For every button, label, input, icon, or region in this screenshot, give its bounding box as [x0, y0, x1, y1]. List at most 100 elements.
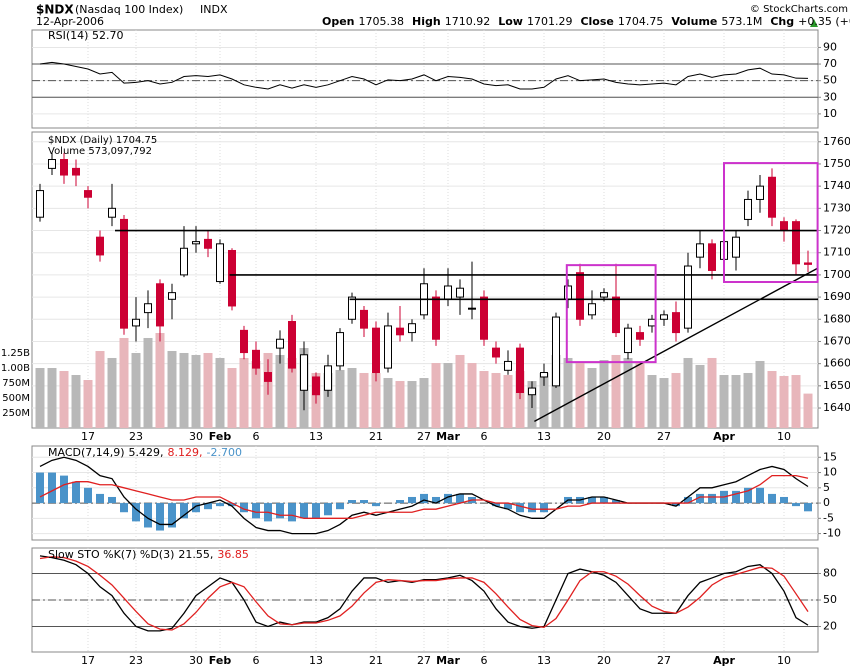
- panel-readout: 8.129,: [168, 446, 203, 459]
- volume-tick-label: 250M: [2, 408, 30, 419]
- panel-readout: 5.429,: [129, 446, 164, 459]
- series-line: [39, 556, 809, 631]
- histogram-bar: [744, 487, 752, 504]
- y-tick-label: -10: [823, 527, 841, 540]
- candle-body: [312, 376, 320, 396]
- candle-body: [324, 365, 332, 391]
- quote-label: Close: [580, 15, 613, 28]
- volume-bar: [179, 352, 189, 428]
- candle-body: [636, 332, 644, 340]
- panel-readout: -2.700: [207, 446, 242, 459]
- volume-bar: [635, 363, 645, 428]
- volume-bar: [779, 375, 789, 428]
- volume-bar: [767, 370, 777, 428]
- x-tick-label: 27: [417, 654, 431, 667]
- y-tick-label: 15: [823, 450, 837, 463]
- candle-body: [480, 296, 488, 340]
- candle-body: [564, 285, 572, 300]
- x-tick-label: 27: [417, 430, 431, 443]
- histogram-bar: [444, 493, 452, 504]
- volume-bar: [623, 357, 633, 428]
- legend-entry: Volume 573,097,792: [48, 146, 152, 157]
- histogram-bar: [804, 503, 812, 512]
- highlight-box: [723, 162, 819, 283]
- candle-body: [588, 303, 596, 316]
- y-tick-label: 1650: [823, 379, 850, 392]
- histogram-bar: [84, 487, 92, 504]
- volume-bar: [707, 357, 717, 428]
- y-tick-label: 1640: [823, 401, 850, 414]
- histogram-bar: [684, 496, 692, 504]
- x-tick-label: Feb: [209, 654, 232, 667]
- x-tick-label: 20: [597, 430, 611, 443]
- volume-bar: [575, 363, 585, 428]
- volume-bar: [467, 363, 477, 428]
- candle-body: [240, 329, 248, 354]
- volume-bar: [611, 354, 621, 428]
- trend-line: [534, 267, 818, 422]
- panel-title: Slow STO %K(7) %D(3): [48, 548, 174, 561]
- y-tick-label: 1670: [823, 334, 850, 347]
- y-tick-label: 1750: [823, 157, 850, 170]
- date: 12-Apr-2006: [36, 15, 104, 28]
- x-tick-label: 13: [537, 430, 551, 443]
- quote-value: 1710.92: [445, 15, 491, 28]
- candle-body: [264, 372, 272, 382]
- candle-body: [468, 307, 476, 310]
- x-tick-label: Feb: [209, 430, 232, 443]
- x-tick-label: 13: [537, 654, 551, 667]
- candle-body: [60, 159, 68, 176]
- series-line: [39, 474, 809, 519]
- volume-bar: [719, 375, 729, 428]
- x-tick-label: 23: [129, 430, 143, 443]
- volume-bar: [275, 354, 285, 428]
- x-tick-label: 10: [777, 654, 791, 667]
- candle-body: [756, 185, 764, 200]
- volume-bar: [455, 354, 465, 428]
- panel-frame: [31, 29, 819, 129]
- histogram-bar: [612, 500, 620, 504]
- volume-bar: [659, 378, 669, 428]
- candle-body: [456, 287, 464, 298]
- candle-body: [432, 296, 440, 340]
- histogram-bar: [588, 496, 596, 504]
- y-tick-label: 80: [823, 567, 837, 580]
- x-tick-label: 6: [253, 430, 260, 443]
- candle-body: [780, 221, 788, 232]
- volume-bar: [35, 367, 45, 428]
- candle-body: [528, 387, 536, 396]
- candle-body: [732, 236, 740, 258]
- histogram-bar: [240, 503, 248, 513]
- volume-bar: [695, 364, 705, 428]
- histogram-bar: [192, 503, 200, 513]
- exchange: INDX: [200, 3, 228, 16]
- candle-body: [108, 207, 116, 218]
- volume-bar: [215, 357, 225, 428]
- volume-bar: [239, 357, 249, 428]
- candle-body: [384, 325, 392, 369]
- histogram-bar: [408, 496, 416, 504]
- quote-value: +0.35 (+0.02%): [798, 15, 850, 28]
- volume-bar: [587, 367, 597, 428]
- y-tick-label: 1730: [823, 201, 850, 214]
- y-tick-label: 20: [823, 619, 837, 632]
- volume-bar: [71, 375, 81, 428]
- quote-value: 573.1M: [721, 15, 762, 28]
- histogram-bar: [456, 493, 464, 504]
- x-tick-label: 6: [253, 654, 260, 667]
- histogram-bar: [204, 503, 212, 510]
- symbol-name: (Nasdaq 100 Index): [75, 3, 183, 16]
- candle-body: [576, 272, 584, 320]
- volume-bar: [671, 372, 681, 428]
- histogram-bar: [768, 493, 776, 504]
- x-tick-label: 6: [481, 430, 488, 443]
- quote: Open 1705.38 High 1710.92 Low 1701.29 Close 170…: [322, 15, 850, 28]
- legend-entry: $NDX (Daily) 1704.75: [48, 135, 157, 146]
- y-tick-label: 50: [823, 74, 837, 87]
- volume-bar: [419, 378, 429, 428]
- volume-bar: [395, 381, 405, 428]
- candle-body: [492, 347, 500, 358]
- candle-body: [228, 249, 236, 307]
- x-tick-label: 30: [189, 430, 203, 443]
